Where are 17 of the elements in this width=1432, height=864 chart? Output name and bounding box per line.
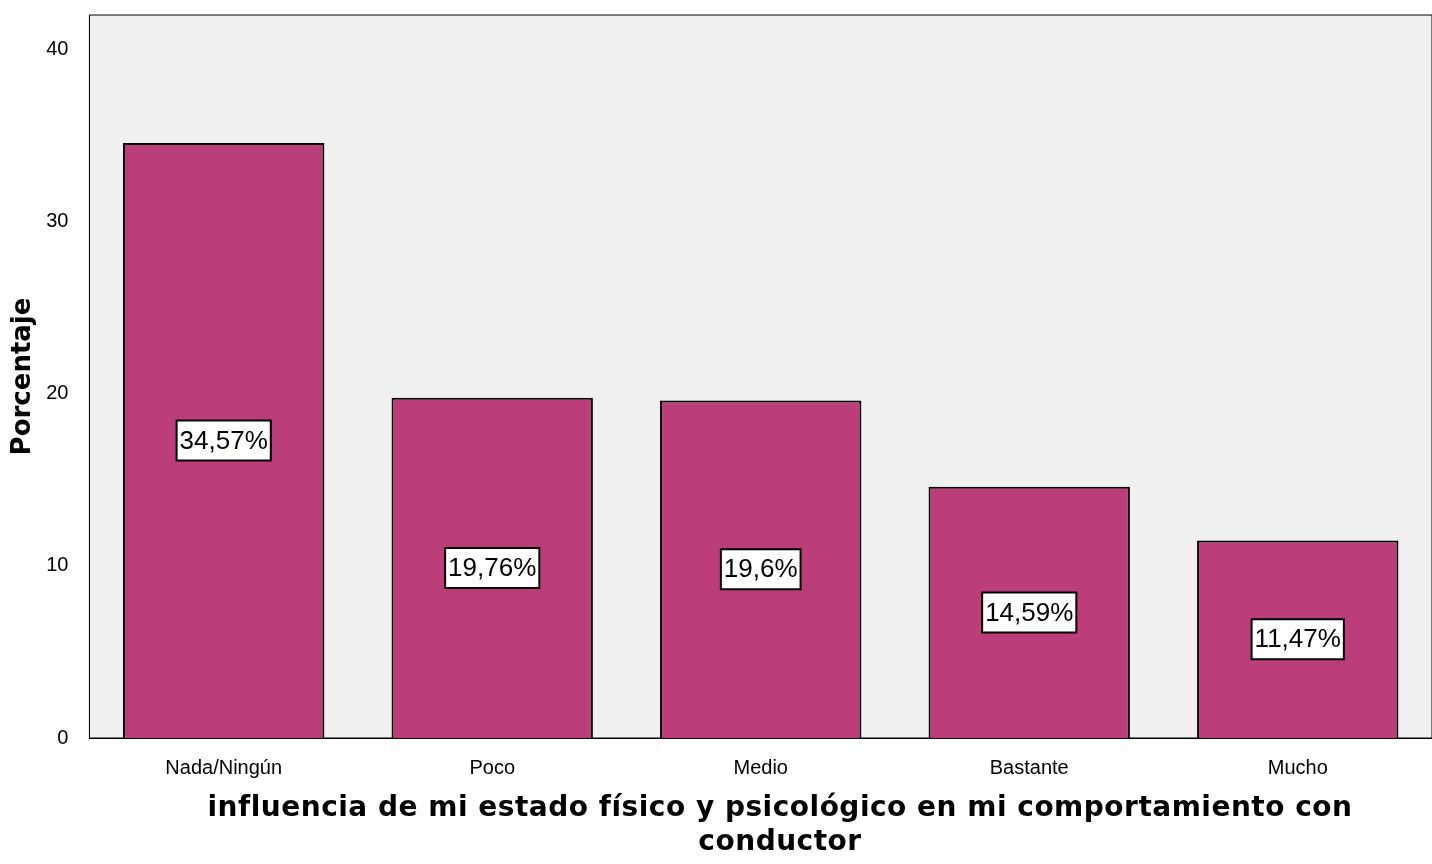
data-label: 11,47% [1254,623,1341,654]
x-tick-label: Nada/Ningún [165,755,283,778]
y-tick-label: 20 [46,381,69,404]
x-tick-label: Poco [469,755,516,778]
x-tick-label: Medio [733,755,788,778]
data-label: 34,57% [179,424,268,455]
y-tick-label: 30 [46,209,69,232]
x-tick-label: Bastante [989,755,1069,778]
data-label: 19,76% [448,552,537,583]
x-axis-title: influencia de mi estado físico y psicológico en mi comportamiento con conductor [206,790,1354,858]
y-tick-label: 40 [46,36,69,59]
data-label: 14,59% [985,596,1074,627]
y-tick-label: 0 [57,725,69,748]
x-tick-label: Mucho [1267,755,1328,778]
y-axis-title: Porcentaje [6,297,37,456]
y-tick-label: 10 [46,553,69,576]
data-label: 19,6% [723,553,798,584]
